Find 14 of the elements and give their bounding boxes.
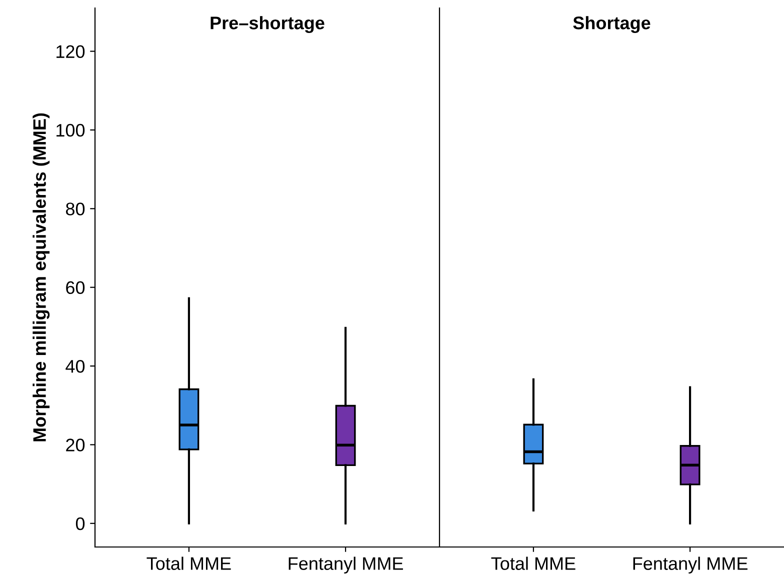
- x-tick-label: Fentanyl MME: [633, 556, 748, 574]
- y-tick-label: 20: [66, 438, 85, 452]
- chart-title: Shortage: [573, 16, 650, 33]
- x-tick-label: Fentanyl MME: [288, 556, 403, 574]
- y-tick-label: 120: [56, 45, 85, 58]
- x-tick-label: Total MME: [491, 556, 576, 570]
- x-tick-label: Total MME: [146, 556, 231, 570]
- y-tick-label: 40: [66, 360, 85, 373]
- chart-title: Pre–shortage: [210, 16, 324, 33]
- y-tick-label: 100: [56, 124, 85, 137]
- y-tick-label: 80: [66, 202, 85, 216]
- y-tick-label: 0: [76, 517, 85, 530]
- y-axis-title: Morphine milligram equivalents (MME): [32, 113, 50, 442]
- y-tick-label: 60: [66, 281, 85, 294]
